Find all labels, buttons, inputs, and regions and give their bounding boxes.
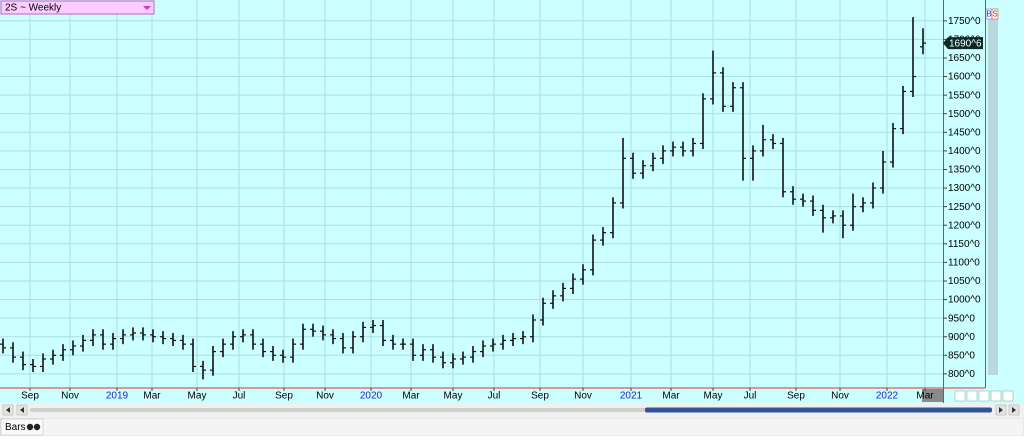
last-price-box (943, 37, 983, 50)
x-tick-label: 2021 (620, 391, 643, 402)
x-tick-label: Jul (488, 391, 501, 402)
side-strip (988, 10, 998, 375)
x-tick-label: Nov (61, 391, 79, 402)
bars-tab[interactable] (0, 418, 44, 436)
x-tick-label: May (704, 391, 723, 402)
x-tick-label: Mar (402, 391, 420, 402)
arrow-icon (999, 407, 1003, 413)
tab-label: Bars (5, 422, 26, 433)
y-tick-label: 1600^0 (948, 72, 981, 83)
x-tick-label: Sep (275, 391, 293, 402)
y-tick-label: 950^0 (948, 313, 975, 324)
price-bars (0, 17, 926, 380)
x-tick-label: Mar (143, 391, 161, 402)
status-bar (0, 417, 1024, 437)
tab-icon (33, 423, 41, 431)
y-tick-label: 1000^0 (948, 295, 981, 306)
x-tick-label: May (444, 391, 463, 402)
y-tick-label: 1400^0 (948, 146, 981, 157)
zoom-button[interactable] (966, 390, 978, 402)
x-tick-label: Mar (662, 391, 680, 402)
y-tick-label: 1450^0 (948, 127, 981, 138)
zoom-button[interactable] (954, 390, 966, 402)
zoom-button[interactable] (978, 390, 990, 402)
y-tick-label: 1300^0 (948, 183, 981, 194)
x-tick-label: 2020 (360, 391, 383, 402)
y-tick-label: 900^0 (948, 332, 975, 343)
dropdown-arrow[interactable] (143, 6, 151, 10)
x-tick-label: Sep (531, 391, 549, 402)
y-tick-label: 1350^0 (948, 165, 981, 176)
arrow-icon (20, 407, 24, 413)
scroll-thumb[interactable] (645, 407, 992, 413)
y-tick-label: 1750^0 (948, 16, 981, 27)
x-tick-label: Nov (831, 391, 849, 402)
last-price-label: 1690^6 (949, 38, 982, 49)
zoom-button[interactable] (990, 390, 1002, 402)
y-tick-label: 1550^0 (948, 90, 981, 101)
x-tick-label: 2019 (106, 391, 129, 402)
y-tick-label: 1050^0 (948, 276, 981, 287)
grid (0, 0, 943, 388)
x-tick-label: Jul (233, 391, 246, 402)
x-tick-label: Jul (744, 391, 757, 402)
sell-button[interactable] (991, 8, 999, 20)
title-box[interactable] (0, 0, 155, 15)
arrow-icon (1012, 407, 1016, 413)
arrow-icon (6, 407, 10, 413)
x-tick-label: Nov (574, 391, 592, 402)
chart-title: 2S ~ Weekly (5, 3, 61, 14)
chart-background (0, 0, 1024, 403)
x-tick-label: 2022 (876, 391, 899, 402)
x-tick-label: Sep (21, 391, 39, 402)
tab-icon (26, 423, 34, 431)
y-tick-label: 1650^0 (948, 53, 981, 64)
x-tick-label: May (188, 391, 207, 402)
y-tick-label: 800^0 (948, 369, 975, 380)
buy-label: B (986, 10, 991, 19)
x-tick-label: Sep (787, 391, 805, 402)
time-marker (922, 389, 943, 402)
y-tick-label: 1100^0 (948, 258, 980, 269)
x-tick-label: Mar (916, 391, 934, 402)
y-tick-label: 1500^0 (948, 109, 981, 120)
sell-label: S (992, 10, 997, 19)
y-tick-label: 1250^0 (948, 202, 981, 213)
zoom-button[interactable] (1002, 390, 1014, 402)
y-tick-label: 850^0 (948, 350, 975, 361)
y-tick-label: 1150^0 (948, 239, 980, 250)
axes: 800^0 850^0 900^0 950^0 1000^0 1050^0 1100^0 11… (21, 16, 983, 402)
y-tick-label: 1200^0 (948, 220, 981, 231)
x-tick-label: Nov (316, 391, 334, 402)
